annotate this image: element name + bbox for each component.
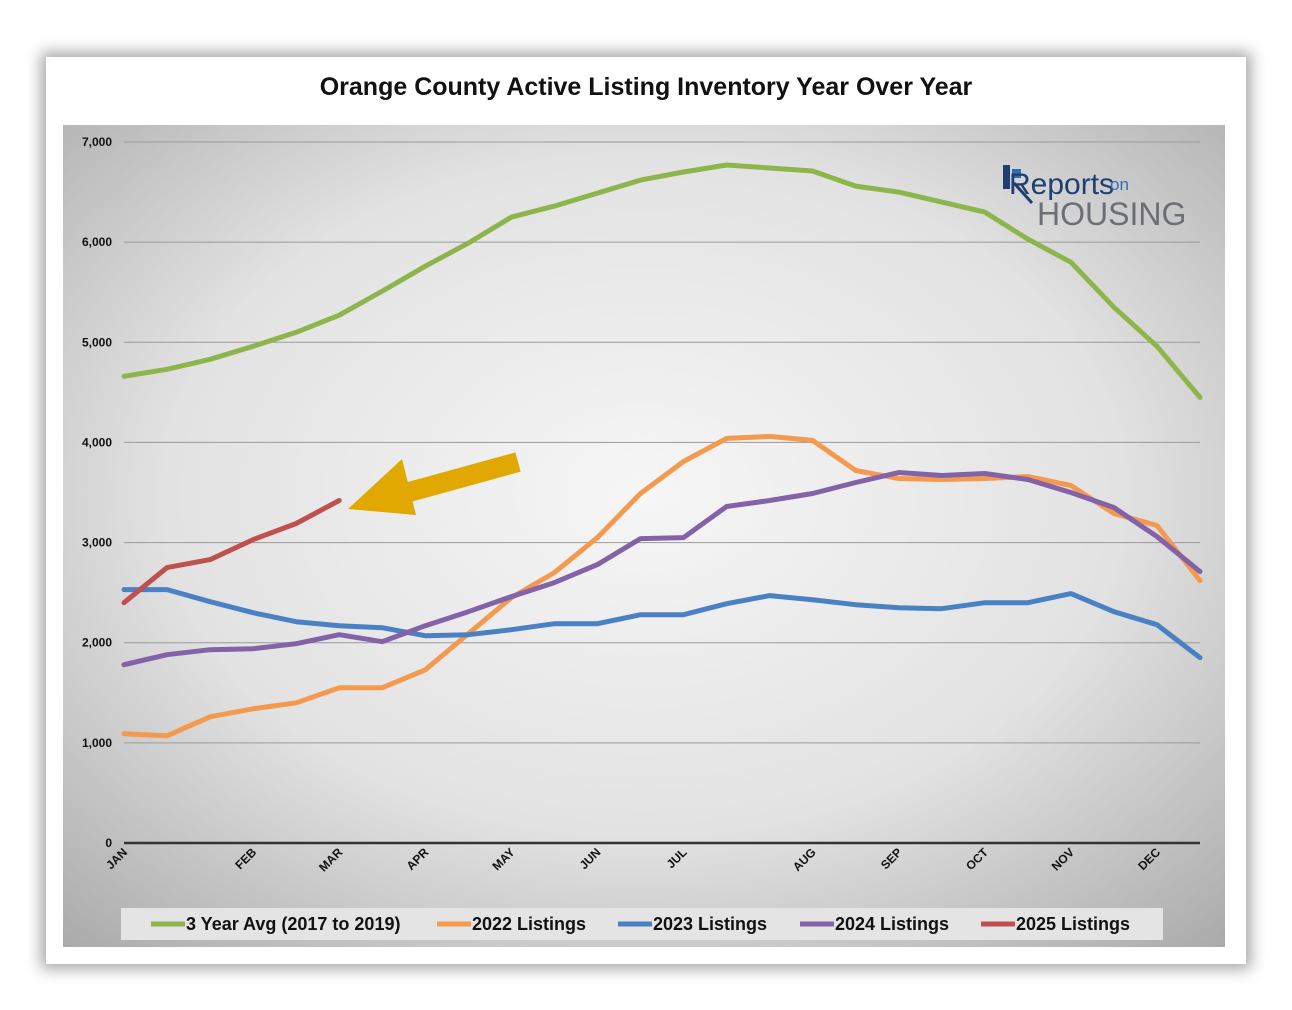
- reports-on-housing-logo: Reports on HOUSING: [1003, 165, 1186, 232]
- y-tick-label: 4,000: [82, 435, 112, 449]
- logo-reports: Reports: [1009, 168, 1114, 201]
- logo-mark-square: [1012, 169, 1021, 178]
- logo-mark-stroke: [1012, 181, 1034, 205]
- y-tick-label: 0: [105, 836, 112, 850]
- legend-label: 3 Year Avg (2017 to 2019): [186, 914, 400, 934]
- series-line-2024-listings: [121, 470, 1203, 668]
- chart-card: Orange County Active Listing Inventory Y…: [46, 57, 1246, 964]
- y-tick-label: 6,000: [82, 235, 112, 249]
- legend-label: 2022 Listings: [472, 914, 586, 934]
- logo-on: on: [1110, 175, 1129, 194]
- y-axis-ticks: 0 1,000 2,000 3,000 4,000 5,000 6,000 7,000: [82, 135, 112, 850]
- y-tick-label: 2,000: [82, 636, 112, 650]
- logo-mark-bar: [1003, 165, 1010, 189]
- y-tick-label: 1,000: [82, 736, 112, 750]
- legend-label: 2023 Listings: [653, 914, 767, 934]
- legend-label: 2024 Listings: [835, 914, 949, 934]
- legend-label: 2025 Listings: [1016, 914, 1130, 934]
- chart-title: Orange County Active Listing Inventory Y…: [319, 73, 973, 101]
- series-line-2023-listings: [121, 587, 1203, 661]
- y-tick-label: 7,000: [82, 135, 112, 149]
- series-line-3-year-avg-2017-to-2019: [121, 162, 1203, 400]
- arrow-annotation: [348, 452, 521, 515]
- legend: 3 Year Avg (2017 to 2019) 2022 Listings 20…: [151, 914, 1130, 934]
- y-tick-label: 3,000: [82, 536, 112, 550]
- logo-housing: HOUSING: [1037, 196, 1186, 232]
- series-lines: [121, 162, 1203, 739]
- plot-area: [63, 125, 1225, 947]
- y-tick-label: 5,000: [82, 335, 112, 349]
- series-line-2025-listings: [121, 498, 342, 606]
